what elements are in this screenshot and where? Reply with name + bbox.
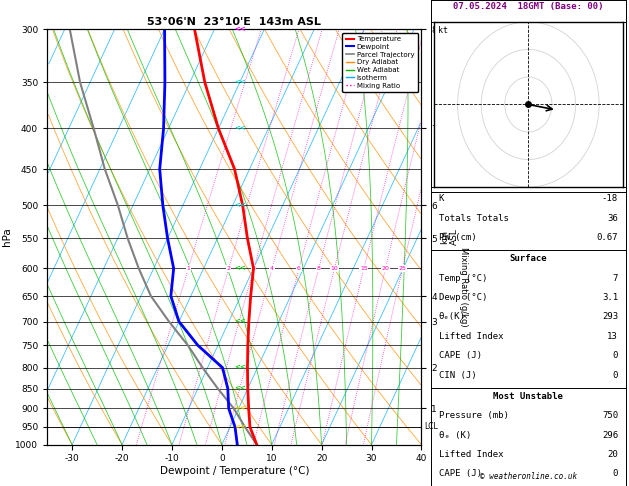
Text: CIN (J): CIN (J) [438,371,476,380]
Text: θₑ(K): θₑ(K) [438,312,465,322]
Text: © weatheronline.co.uk: © weatheronline.co.uk [480,472,577,481]
Text: kt: kt [438,26,448,35]
Text: 20: 20 [382,266,389,271]
Text: 07.05.2024  18GMT (Base: 00): 07.05.2024 18GMT (Base: 00) [453,2,604,12]
Text: -18: -18 [602,194,618,204]
Text: 20: 20 [608,450,618,459]
Text: 8: 8 [317,266,321,271]
Text: 0.67: 0.67 [596,233,618,243]
Text: 293: 293 [602,312,618,322]
X-axis label: Dewpoint / Temperature (°C): Dewpoint / Temperature (°C) [160,466,309,476]
Text: Surface: Surface [509,254,547,263]
Text: <<: << [235,265,246,271]
Text: LCL: LCL [424,422,438,432]
Text: Mixing Ratio (g/kg): Mixing Ratio (g/kg) [459,247,468,327]
Text: Dewp (°C): Dewp (°C) [438,293,487,302]
Text: <<: << [235,385,246,392]
Text: PW (cm): PW (cm) [438,233,476,243]
Text: 6: 6 [297,266,301,271]
Text: <<: << [235,79,246,86]
Text: Pressure (mb): Pressure (mb) [438,411,508,420]
Legend: Temperature, Dewpoint, Parcel Trajectory, Dry Adiabat, Wet Adiabat, Isotherm, Mi: Temperature, Dewpoint, Parcel Trajectory… [342,33,418,92]
Text: 2: 2 [227,266,231,271]
Text: 25: 25 [399,266,406,271]
Text: Lifted Index: Lifted Index [438,332,503,341]
Text: 36: 36 [608,214,618,223]
Y-axis label: km
ASL: km ASL [440,228,459,245]
Text: 10: 10 [331,266,338,271]
Text: 750: 750 [602,411,618,420]
Text: K: K [438,194,444,204]
Text: 13: 13 [608,332,618,341]
Text: <<: << [235,319,246,325]
Text: CAPE (J): CAPE (J) [438,469,482,479]
Text: <<: << [235,364,246,371]
Text: <<: << [235,26,246,32]
Text: Lifted Index: Lifted Index [438,450,503,459]
Text: 7: 7 [613,274,618,283]
Text: 0: 0 [613,371,618,380]
Text: <<: << [235,125,246,131]
Text: 296: 296 [602,431,618,440]
Text: 15: 15 [360,266,368,271]
Text: Temp (°C): Temp (°C) [438,274,487,283]
Text: <<: << [235,203,246,208]
Text: 0: 0 [613,469,618,479]
Text: CAPE (J): CAPE (J) [438,351,482,361]
Text: <<: << [235,424,246,430]
Text: Most Unstable: Most Unstable [493,392,564,401]
Text: θₑ (K): θₑ (K) [438,431,471,440]
Text: Totals Totals: Totals Totals [438,214,508,223]
Text: 3.1: 3.1 [602,293,618,302]
Title: 53°06'N  23°10'E  143m ASL: 53°06'N 23°10'E 143m ASL [147,17,321,27]
Y-axis label: hPa: hPa [3,227,13,246]
Text: 0: 0 [613,351,618,361]
Text: 1: 1 [186,266,191,271]
Text: 4: 4 [270,266,274,271]
Text: 3: 3 [252,266,256,271]
Text: <<: << [235,405,246,411]
